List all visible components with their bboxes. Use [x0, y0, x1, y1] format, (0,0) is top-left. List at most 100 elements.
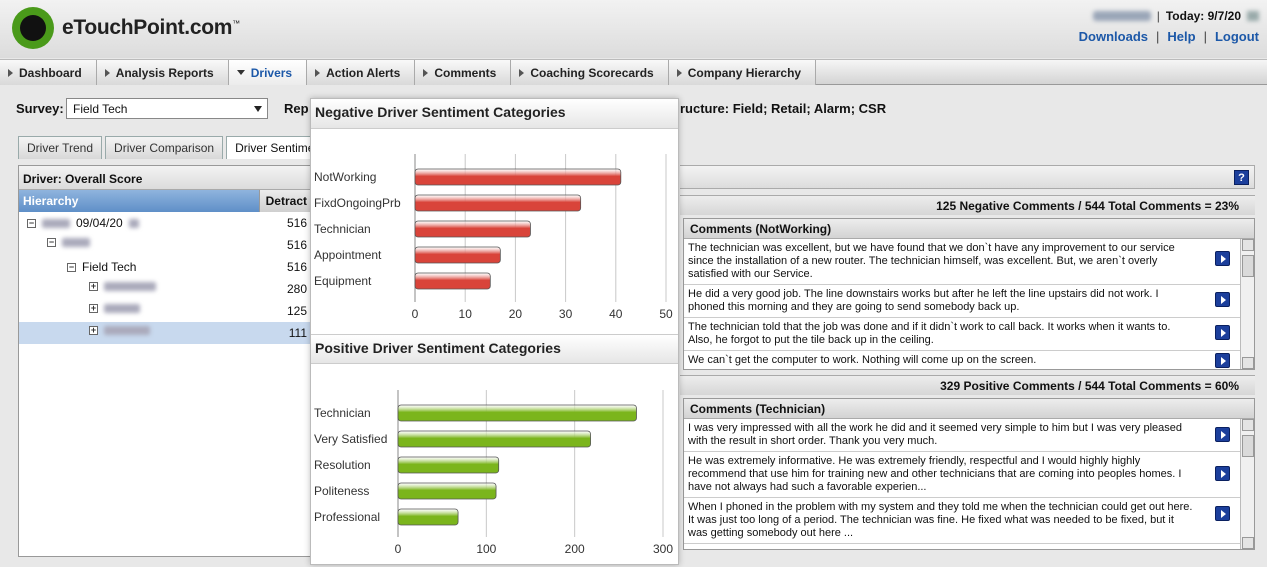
play-icon[interactable] [1215, 506, 1230, 521]
scrollbar[interactable] [1240, 239, 1254, 369]
bar[interactable] [414, 246, 501, 264]
column-header-detract[interactable]: Detract [258, 190, 313, 212]
table-row[interactable]: − Field Tech 516 [19, 256, 313, 278]
x-tick-label: 30 [559, 307, 573, 321]
user-area: | Today: 9/7/20 Downloads | Help | Logou… [1079, 9, 1259, 44]
positive-summary: 329 Positive Comments / 544 Total Commen… [680, 375, 1255, 395]
main-nav: Dashboard Analysis Reports Drivers Actio… [0, 59, 1267, 85]
bar[interactable] [397, 430, 591, 448]
category-label: Resolution [314, 458, 371, 472]
positive-chart-title: Positive Driver Sentiment Categories [311, 334, 678, 364]
nav-comments[interactable]: Comments [415, 60, 512, 85]
scroll-up-icon[interactable] [1242, 419, 1254, 431]
bar[interactable] [414, 168, 622, 186]
collapse-icon[interactable]: − [67, 261, 76, 272]
bar[interactable] [414, 194, 582, 212]
category-label: Professional [314, 510, 380, 524]
nav-analysis-reports[interactable]: Analysis Reports [96, 60, 229, 85]
negative-summary: 125 Negative Comments / 544 Total Commen… [680, 195, 1255, 215]
row-value: 516 [286, 260, 307, 274]
bar[interactable] [397, 508, 459, 526]
date-redacted [1247, 11, 1259, 21]
bar[interactable] [414, 220, 531, 238]
arrow-right-icon [315, 68, 321, 77]
right-panel-header [680, 165, 1255, 189]
nav-drivers[interactable]: Drivers [228, 60, 308, 85]
divider: | [1156, 29, 1160, 44]
nav-company-hierarchy[interactable]: Company Hierarchy [668, 60, 817, 85]
help-link[interactable]: Help [1167, 29, 1196, 44]
sub-tabs: Driver Trend Driver Comparison Driver Se… [18, 136, 340, 159]
row-value: 280 [286, 282, 307, 296]
play-icon[interactable] [1215, 325, 1230, 340]
logout-link[interactable]: Logout [1214, 29, 1259, 44]
tab-driver-trend[interactable]: Driver Trend [18, 136, 103, 159]
comment-text: He was extremely informative. He was ext… [688, 455, 1182, 493]
play-icon[interactable] [1215, 466, 1230, 481]
comment-text: The technician told that the job was don… [688, 321, 1171, 346]
bar[interactable] [397, 482, 497, 500]
expand-icon[interactable]: + [89, 303, 98, 313]
bar[interactable] [397, 404, 637, 422]
column-header-hierarchy[interactable]: Hierarchy [19, 190, 259, 212]
comment-item: He was extremely informative. He was ext… [684, 452, 1254, 498]
grid-header: Hierarchy Detract [19, 190, 313, 212]
x-tick-label: 50 [659, 307, 673, 321]
x-tick-label: 0 [395, 542, 402, 556]
redacted-text [42, 218, 70, 228]
scroll-thumb[interactable] [1242, 255, 1254, 277]
report-label: Rep [284, 101, 309, 116]
positive-sentiment-chart: 0 100 200 300 Technician Very Satisfied Resolu… [314, 390, 673, 556]
scroll-down-icon[interactable] [1242, 537, 1254, 549]
category-label: Technician [314, 406, 371, 420]
bar[interactable] [397, 456, 500, 474]
row-value: 516 [286, 216, 307, 230]
row-value: 516 [286, 238, 307, 252]
redacted-text [104, 304, 140, 313]
comment-item: The technician told that the job was don… [684, 318, 1254, 351]
comment-text: He did a very good job. The line downsta… [688, 288, 1159, 313]
downloads-link[interactable]: Downloads [1078, 29, 1148, 44]
expand-icon[interactable]: + [89, 325, 98, 335]
comment-text: The technician was excellent, but we hav… [688, 242, 1175, 280]
logo-ring-icon [12, 7, 54, 49]
comment-item: The technician was excellent, but we hav… [684, 239, 1254, 285]
nav-coaching-scorecards[interactable]: Coaching Scorecards [511, 60, 669, 85]
table-row-selected[interactable]: + 111 [19, 322, 313, 344]
table-row[interactable]: − 516 [19, 234, 313, 256]
scroll-up-icon[interactable] [1242, 239, 1254, 251]
category-label: FixdOngoingPrb [314, 196, 401, 210]
category-label: Equipment [314, 274, 372, 288]
collapse-icon[interactable]: − [47, 237, 56, 247]
comment-text: I was very impressed with all the work h… [688, 422, 1182, 447]
table-row[interactable]: + 280 [19, 278, 313, 300]
play-icon[interactable] [1215, 427, 1230, 442]
survey-select[interactable]: Field Tech [66, 98, 268, 119]
comment-text: When I phoned in the problem with my sys… [688, 501, 1193, 539]
scroll-down-icon[interactable] [1242, 357, 1254, 369]
bar[interactable] [414, 272, 491, 290]
comment-item: He did a very good job. The line downsta… [684, 285, 1254, 318]
play-icon[interactable] [1215, 251, 1230, 266]
play-icon[interactable] [1215, 292, 1230, 307]
x-tick-label: 300 [653, 542, 673, 556]
collapse-icon[interactable]: − [27, 217, 36, 228]
tab-driver-comparison[interactable]: Driver Comparison [105, 136, 224, 159]
hierarchy-panel: Driver: Overall Score Hierarchy Detract … [18, 165, 314, 557]
table-row[interactable]: + 125 [19, 300, 313, 322]
nav-dashboard[interactable]: Dashboard [0, 60, 97, 85]
scroll-thumb[interactable] [1242, 435, 1254, 457]
expand-icon[interactable]: + [89, 281, 98, 291]
help-icon[interactable]: ? [1234, 170, 1249, 185]
table-row[interactable]: − 09/04/20 516 [19, 212, 313, 234]
category-label: Technician [314, 222, 371, 236]
x-tick-label: 40 [609, 307, 623, 321]
row-value: 125 [286, 304, 307, 318]
survey-label: Survey: [16, 101, 64, 116]
nav-action-alerts[interactable]: Action Alerts [307, 60, 416, 85]
play-icon[interactable] [1215, 353, 1230, 368]
comment-item: When I phoned in the problem with my sys… [684, 498, 1254, 544]
x-tick-label: 0 [412, 307, 419, 321]
app-header: eTouchPoint.com™ | Today: 9/7/20 Downloa… [0, 0, 1267, 58]
scrollbar[interactable] [1240, 419, 1254, 549]
